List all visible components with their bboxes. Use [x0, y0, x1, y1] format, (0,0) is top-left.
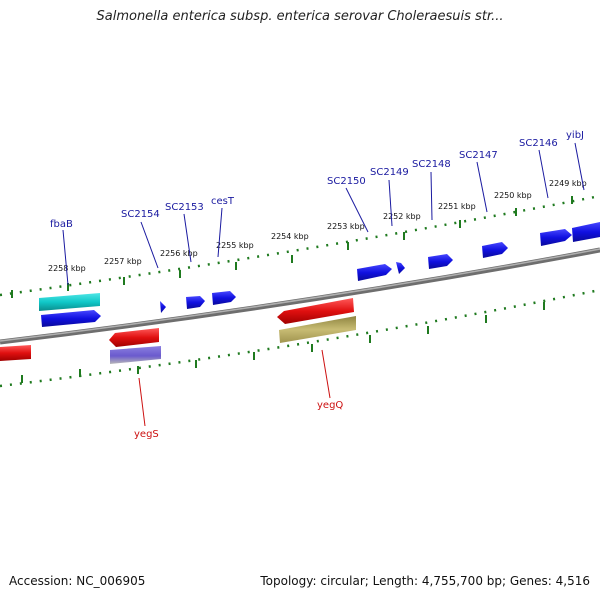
gene-arrow[interactable] — [186, 296, 205, 309]
axis-label: 2254 kbp — [271, 232, 309, 241]
backbone-arc — [0, 247, 600, 345]
gene-yegS[interactable] — [110, 346, 161, 364]
gene-arrow[interactable] — [212, 291, 236, 305]
gene-arrow[interactable] — [428, 254, 453, 269]
axis-label: 2256 kbp — [160, 249, 198, 258]
reverse-leader-lines — [138, 349, 331, 427]
axis-label: 2250 kbp — [494, 191, 532, 200]
gene-arrow[interactable] — [482, 242, 508, 258]
backbone-highlight — [0, 248, 600, 342]
gene-label: yegS — [134, 429, 159, 440]
gene-label: SC2149 — [370, 167, 409, 178]
forward-features — [39, 222, 600, 327]
axis-label: 2249 kbp — [549, 179, 587, 188]
gene-arrow[interactable] — [572, 222, 600, 242]
gene-fbaB[interactable] — [39, 293, 100, 311]
gene-label: fbaB — [50, 219, 73, 230]
genome-summary: Topology: circular; Length: 4,755,700 bp… — [260, 574, 590, 588]
gene-arrow[interactable] — [540, 229, 572, 246]
gene-label: SC2148 — [412, 159, 451, 170]
gene-label: SC2150 — [327, 176, 366, 187]
gene-arrow[interactable] — [396, 262, 405, 274]
gene-label: cesT — [211, 196, 235, 207]
lower-major-ticks — [21, 302, 545, 383]
gene-label: yibJ — [566, 130, 584, 141]
axis-labels: 2258 kbp 2257 kbp 2256 kbp 2255 kbp 2254… — [48, 179, 587, 273]
gene-arrow[interactable] — [41, 310, 101, 327]
gene-arrow[interactable] — [160, 301, 166, 313]
gene-arrow-reverse[interactable] — [277, 298, 354, 324]
reverse-features — [0, 298, 356, 364]
gene-arrow[interactable] — [357, 264, 392, 281]
genome-title: Salmonella enterica subsp. enterica sero… — [96, 9, 504, 24]
forward-gene-labels: fbaB SC2154 SC2153 cesT SC2150 SC2149 SC… — [50, 130, 584, 230]
gene-label: SC2153 — [165, 202, 204, 213]
gene-label: SC2147 — [459, 150, 498, 161]
reverse-gene-labels: yegS yegQ — [134, 400, 343, 440]
forward-leader-lines — [62, 142, 585, 286]
accession-label: Accession: NC_006905 — [9, 574, 146, 588]
upper-major-ticks — [11, 196, 573, 298]
axis-label: 2253 kbp — [327, 222, 365, 231]
axis-label: 2257 kbp — [104, 257, 142, 266]
gene-label: yegQ — [317, 400, 343, 411]
upper-tick-track — [0, 194, 600, 297]
gene-label: SC2154 — [121, 209, 160, 220]
axis-label: 2252 kbp — [383, 212, 421, 221]
axis-label: 2255 kbp — [216, 241, 254, 250]
gene-arrow-reverse[interactable] — [0, 345, 31, 361]
axis-label: 2251 kbp — [438, 202, 476, 211]
gene-yegQ[interactable] — [279, 316, 356, 343]
gene-label: SC2146 — [519, 138, 558, 149]
gene-arrow-reverse[interactable] — [109, 328, 159, 347]
